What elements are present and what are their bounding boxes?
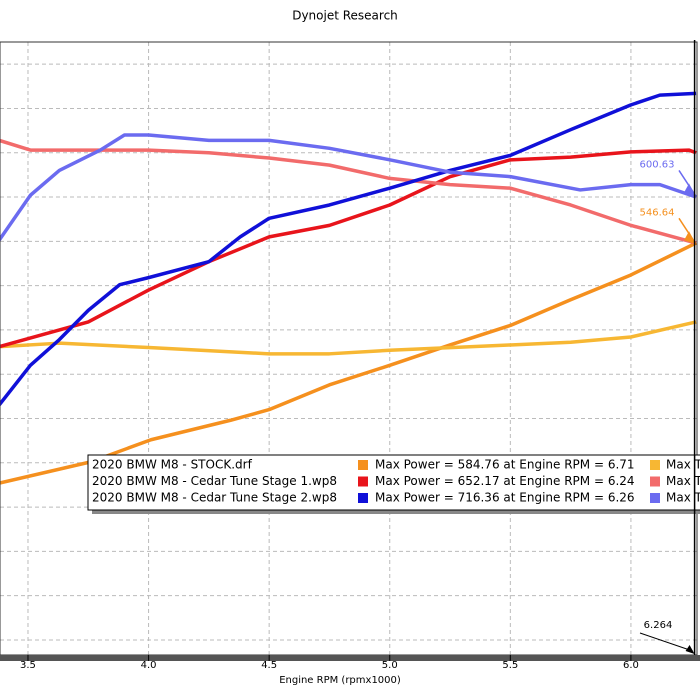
plot-lines — [0, 91, 697, 485]
legend-file: 2020 BMW M8 - Cedar Tune Stage 2.wp8 — [92, 491, 337, 505]
annotations: 600.63 546.64 — [640, 159, 697, 245]
x-tick-label: 4.5 — [261, 660, 277, 671]
x-tick-label: 6.0 — [623, 660, 639, 671]
legend-swatch — [358, 493, 368, 503]
series-line — [0, 241, 697, 485]
legend-entry: Max Power = 716.36 at Engine RPM = 6.26 — [375, 491, 635, 505]
legend-entry: Max Power = 584.76 at Engine RPM = 6.71 — [375, 458, 635, 472]
cursor-label: 6.264 — [644, 620, 673, 631]
x-tick-label: 4.0 — [141, 660, 157, 671]
legend-swatch — [650, 476, 660, 487]
cursor-arrowhead — [685, 645, 695, 654]
annotation-point — [684, 183, 697, 197]
chart-title: Dynojet Research — [292, 9, 398, 23]
series-line — [0, 148, 697, 349]
x-tick-label: 5.0 — [382, 660, 398, 671]
x-tick-label: 5.5 — [502, 660, 518, 671]
legend-box — [87, 454, 700, 511]
annotation-label: 600.63 — [640, 159, 675, 170]
legend-entry: Max T — [666, 474, 700, 488]
series-line — [0, 91, 697, 407]
annotation-point — [684, 231, 697, 245]
legend-file: 2020 BMW M8 - Cedar Tune Stage 1.wp8 — [92, 474, 337, 488]
legend-entry: Max Power = 652.17 at Engine RPM = 6.24 — [375, 474, 635, 488]
legend-swatch — [650, 493, 660, 503]
series-line — [0, 320, 697, 356]
legend-swatch — [358, 460, 368, 470]
legend-file: 2020 BMW M8 - STOCK.drf — [92, 458, 253, 472]
x-tick-label: 3.5 — [20, 660, 36, 671]
annotation-label: 546.64 — [640, 207, 675, 218]
cursor-arrow — [639, 632, 693, 652]
legend-entry: Max T — [666, 491, 700, 505]
series-line — [0, 138, 697, 245]
x-axis-label: Engine RPM (rpmx1000) — [279, 675, 401, 686]
legend-entry: Max T — [666, 458, 700, 472]
legend-swatch — [358, 476, 368, 487]
series-line — [0, 133, 697, 242]
x-axis-band — [0, 655, 700, 661]
legend: 2020 BMW M8 - STOCK.drf Max Power = 584.7… — [87, 454, 700, 514]
legend-swatch — [650, 460, 660, 470]
